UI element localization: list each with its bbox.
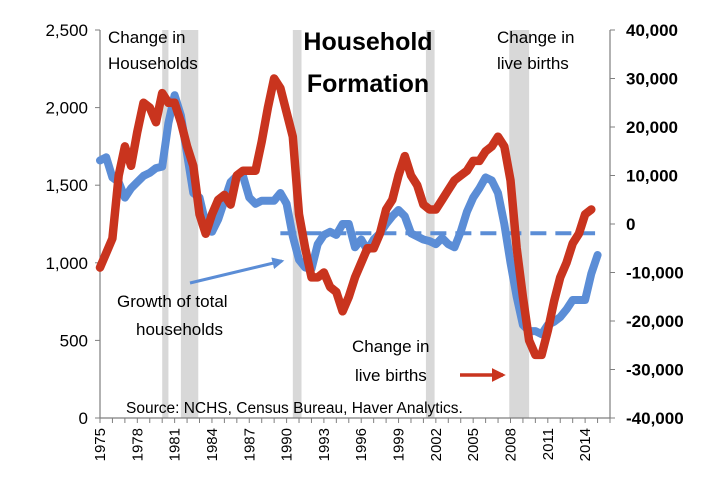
left-tick-label: 2,000	[45, 99, 88, 118]
births-series-line	[95, 74, 596, 360]
right-tick-label: 10,000	[626, 167, 678, 186]
left-tick-label: 2,500	[45, 21, 88, 40]
change-births-bottom-label-line-1: Change in	[352, 337, 430, 356]
annotations: Household Formation Change in Households…	[108, 28, 575, 417]
recession-band-1	[180, 30, 199, 418]
change-births-top-label-line-1: Change in	[497, 28, 575, 47]
left-tick-label: 500	[60, 331, 88, 350]
x-tick-label: 2005	[465, 428, 482, 461]
right-tick-label: -40,000	[626, 409, 684, 428]
axes: 0 500 1,000 1,500 2,000 2,500 -40,000 -30,000 -2…	[45, 21, 683, 461]
x-tick-label: 1978	[129, 428, 146, 461]
change-households-label-line-2: Households	[108, 54, 198, 73]
x-tick-label: 2014	[577, 428, 594, 461]
right-tick-label: 30,000	[626, 70, 678, 89]
x-tick-label: 2008	[502, 428, 519, 461]
x-tick-label: 1999	[391, 428, 408, 461]
growth-households-label-line-2: households	[136, 320, 223, 339]
source-note: Source: NCHS, Census Bureau, Haver Analy…	[126, 400, 463, 417]
right-tick-label: 0	[626, 215, 635, 234]
right-tick-label: -10,000	[626, 264, 684, 283]
x-tick-label: 1981	[167, 428, 184, 461]
left-tick-label: 0	[79, 409, 88, 428]
chart-title-line-2: Formation	[307, 70, 429, 98]
change-births-bottom-label-line-2: live births	[355, 366, 427, 385]
recession-band-3	[425, 30, 435, 418]
x-tick-label: 1987	[241, 428, 258, 461]
x-tick-label: 1975	[92, 428, 109, 461]
left-tick-label: 1,000	[45, 254, 88, 273]
change-births-top-label-line-2: live births	[497, 54, 569, 73]
x-tick-label: 1990	[279, 428, 296, 461]
right-tick-label: -30,000	[626, 361, 684, 380]
recession-band-0	[162, 30, 169, 418]
x-tick-label: 1993	[316, 428, 333, 461]
x-tick-label: 1996	[353, 428, 370, 461]
right-tick-label: 40,000	[626, 21, 678, 40]
x-tick-label: 2011	[540, 428, 557, 460]
change-households-label-line-1: Change in	[108, 28, 186, 47]
left-tick-label: 1,500	[45, 176, 88, 195]
x-tick-label: 1984	[204, 428, 221, 461]
x-tick-label: 2002	[428, 428, 445, 461]
annotation-arrows	[189, 257, 506, 382]
series	[95, 74, 602, 360]
growth-households-label-line-1: Growth of total	[117, 292, 228, 311]
right-tick-label: -20,000	[626, 312, 684, 331]
chart-title-line-1: Household	[303, 28, 432, 56]
households-arrow	[189, 257, 285, 285]
right-tick-label: 20,000	[626, 118, 678, 137]
